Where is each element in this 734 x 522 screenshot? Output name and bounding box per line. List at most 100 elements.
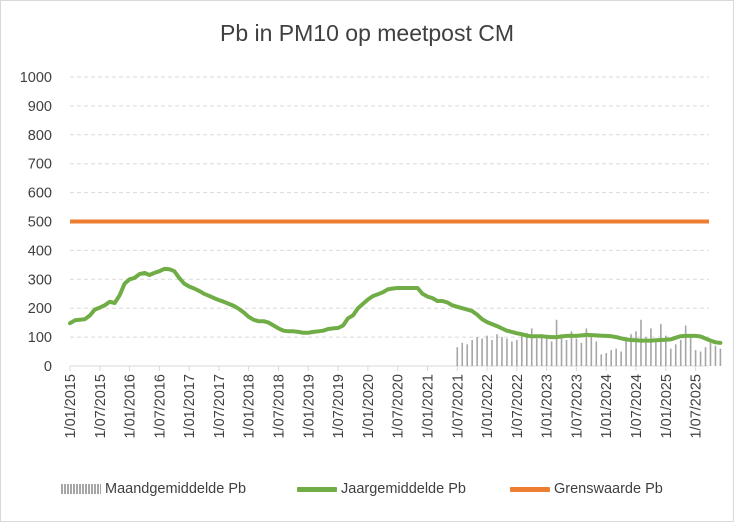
monthly-bar (640, 319, 642, 366)
x-tick-label: 1/01/2021 (420, 374, 436, 439)
monthly-bar (660, 324, 662, 366)
monthly-bar (481, 338, 483, 366)
monthly-bar (630, 334, 632, 366)
monthly-bar (674, 344, 677, 366)
y-tick-label: 800 (28, 128, 52, 144)
monthly-bar (540, 334, 543, 366)
monthly-bar (709, 342, 712, 366)
y-tick-label: 300 (28, 272, 52, 288)
legend-item-limit: Grenswaarde Pb (510, 481, 663, 497)
monthly-bar (530, 328, 533, 366)
y-tick-label: 100 (28, 330, 52, 346)
x-tick-label: 1/01/2018 (242, 374, 258, 439)
legend-label-annual: Jaargemiddelde Pb (341, 481, 466, 497)
monthly-bar (684, 325, 687, 366)
legend-label-limit: Grenswaarde Pb (554, 481, 663, 497)
monthly-bar (555, 319, 558, 366)
monthly-bar (501, 337, 503, 366)
y-tick-label: 600 (28, 186, 52, 202)
monthly-bar (545, 337, 548, 366)
monthly-bar (635, 331, 637, 366)
monthly-bar (476, 337, 478, 366)
x-tick-label: 1/01/2022 (480, 374, 496, 439)
monthly-bar (669, 348, 672, 366)
annual-average-line (68, 266, 723, 345)
x-tick-label: 1/07/2015 (93, 374, 109, 439)
monthly-bar (600, 354, 603, 366)
monthly-bar (585, 328, 588, 366)
x-tick-label: 1/07/2019 (331, 374, 347, 439)
monthly-bar (605, 352, 608, 366)
monthly-bar (650, 328, 652, 366)
x-tick-label: 1/07/2016 (152, 374, 168, 439)
y-tick-label: 500 (28, 215, 52, 231)
monthly-bar (719, 348, 722, 366)
x-tick-label: 1/01/2020 (361, 374, 377, 439)
monthly-bar (535, 338, 538, 366)
legend-swatch-limit (510, 486, 550, 492)
y-tick-label: 900 (28, 99, 52, 115)
monthly-bar (486, 335, 488, 366)
x-tick-label: 1/01/2017 (182, 374, 198, 439)
monthly-bar (466, 344, 469, 366)
legend-item-monthly: Maandgemiddelde Pb (61, 481, 246, 497)
x-tick-label: 1/01/2024 (599, 374, 615, 439)
x-tick-label: 1/07/2023 (569, 374, 585, 439)
chart-title: Pb in PM10 op meetpost CM (219, 20, 515, 46)
monthly-bar (704, 347, 707, 366)
x-tick-label: 1/07/2025 (689, 374, 705, 439)
chart-legend: Maandgemiddelde Pb Jaargemiddelde Pb Gre… (0, 481, 734, 503)
legend-swatch-annual (297, 486, 337, 492)
monthly-bar (595, 341, 598, 366)
x-tick-label: 1/01/2023 (540, 374, 556, 439)
y-tick-label: 700 (28, 157, 52, 173)
monthly-bar (456, 347, 459, 366)
x-tick-label: 1/07/2022 (510, 374, 526, 439)
x-tick-label: 1/07/2020 (391, 374, 407, 439)
legend-label-monthly: Maandgemiddelde Pb (105, 481, 247, 497)
monthly-bar (491, 339, 493, 366)
monthly-bar (590, 337, 593, 366)
monthly-bar (525, 332, 528, 366)
legend-swatch-monthly (61, 484, 101, 494)
monthly-bar (565, 339, 568, 366)
monthly-bar (625, 338, 627, 366)
monthly-bar (516, 339, 518, 366)
x-tick-label: 1/01/2015 (63, 374, 79, 439)
monthly-bar (645, 337, 647, 366)
y-tick-label: 0 (44, 359, 52, 375)
y-tick-label: 400 (28, 243, 52, 259)
monthly-bar (714, 345, 717, 366)
monthly-bar (511, 341, 513, 366)
monthly-bar (620, 351, 622, 366)
monthly-bar (521, 335, 523, 366)
y-tick-label: 1000 (20, 70, 52, 86)
monthly-bar (689, 335, 692, 366)
monthly-bar (615, 348, 617, 366)
monthly-bar (506, 338, 508, 366)
monthly-bar (575, 338, 578, 366)
legend-item-annual: Jaargemiddelde Pb (297, 481, 466, 497)
monthly-bar (665, 335, 667, 366)
monthly-bar (496, 334, 498, 366)
x-tick-label: 1/01/2025 (659, 374, 675, 439)
monthly-bar (655, 339, 657, 366)
x-tick-label: 1/07/2017 (212, 374, 228, 439)
x-tick-label: 1/01/2019 (301, 374, 317, 439)
x-tick-label: 1/07/2024 (629, 374, 645, 439)
monthly-bar (679, 339, 682, 366)
x-tick-label: 1/01/2016 (123, 374, 139, 439)
x-tick-label: 1/07/2021 (450, 374, 466, 439)
monthly-bar (570, 331, 573, 366)
monthly-bar (560, 334, 563, 366)
y-tick-label: 200 (28, 301, 52, 317)
monthly-bar (461, 342, 464, 366)
monthly-bar (550, 341, 553, 366)
monthly-bar (694, 350, 697, 366)
monthly-bar (699, 351, 702, 366)
monthly-bar (610, 350, 612, 366)
monthly-bar (471, 339, 473, 366)
x-tick-label: 1/07/2018 (272, 374, 288, 439)
